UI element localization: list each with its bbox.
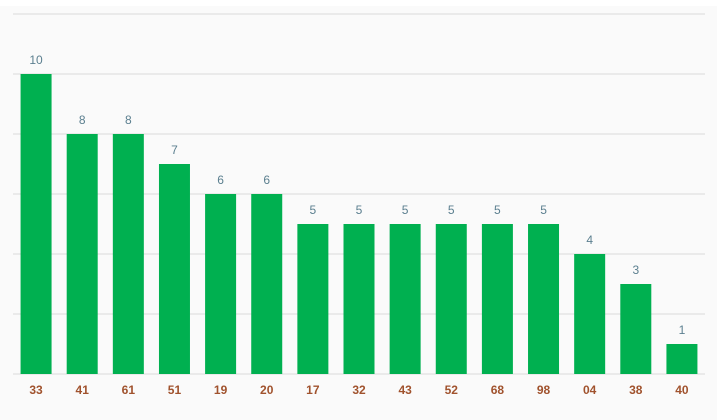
- bar: [297, 224, 329, 374]
- x-tick-label: 43: [398, 383, 412, 397]
- x-tick-label: 33: [29, 383, 43, 397]
- value-label: 5: [448, 203, 455, 217]
- value-label: 7: [171, 143, 178, 157]
- bar: [435, 224, 467, 374]
- value-label: 5: [540, 203, 547, 217]
- bar: [66, 134, 98, 374]
- x-tick-label: 98: [537, 383, 551, 397]
- bar: [205, 194, 237, 374]
- value-label: 10: [29, 53, 43, 67]
- x-tick-label: 40: [675, 383, 689, 397]
- x-tick-label: 41: [76, 383, 90, 397]
- value-label: 5: [494, 203, 501, 217]
- bar: [112, 134, 144, 374]
- value-label: 5: [402, 203, 409, 217]
- x-tick-label: 52: [445, 383, 459, 397]
- value-label: 3: [632, 263, 639, 277]
- value-label: 8: [79, 113, 86, 127]
- bar: [481, 224, 513, 374]
- value-label: 4: [586, 233, 593, 247]
- bar: [20, 74, 52, 374]
- bar: [389, 224, 421, 374]
- value-label: 6: [217, 173, 224, 187]
- x-tick-label: 17: [306, 383, 320, 397]
- bar: [251, 194, 283, 374]
- value-label: 5: [310, 203, 317, 217]
- value-label: 5: [356, 203, 363, 217]
- x-tick-label: 19: [214, 383, 228, 397]
- x-tick-label: 51: [168, 383, 182, 397]
- value-label: 8: [125, 113, 132, 127]
- bar: [666, 344, 698, 374]
- x-tick-label: 68: [491, 383, 505, 397]
- value-label: 1: [679, 323, 686, 337]
- x-tick-label: 04: [583, 383, 597, 397]
- value-label: 6: [263, 173, 270, 187]
- bar: [343, 224, 375, 374]
- bar: [620, 284, 652, 374]
- x-tick-label: 61: [122, 383, 136, 397]
- x-tick-label: 38: [629, 383, 643, 397]
- x-tick-label: 32: [352, 383, 366, 397]
- bar: [574, 254, 606, 374]
- bar: [158, 164, 190, 374]
- bar: [528, 224, 560, 374]
- x-tick-label: 20: [260, 383, 274, 397]
